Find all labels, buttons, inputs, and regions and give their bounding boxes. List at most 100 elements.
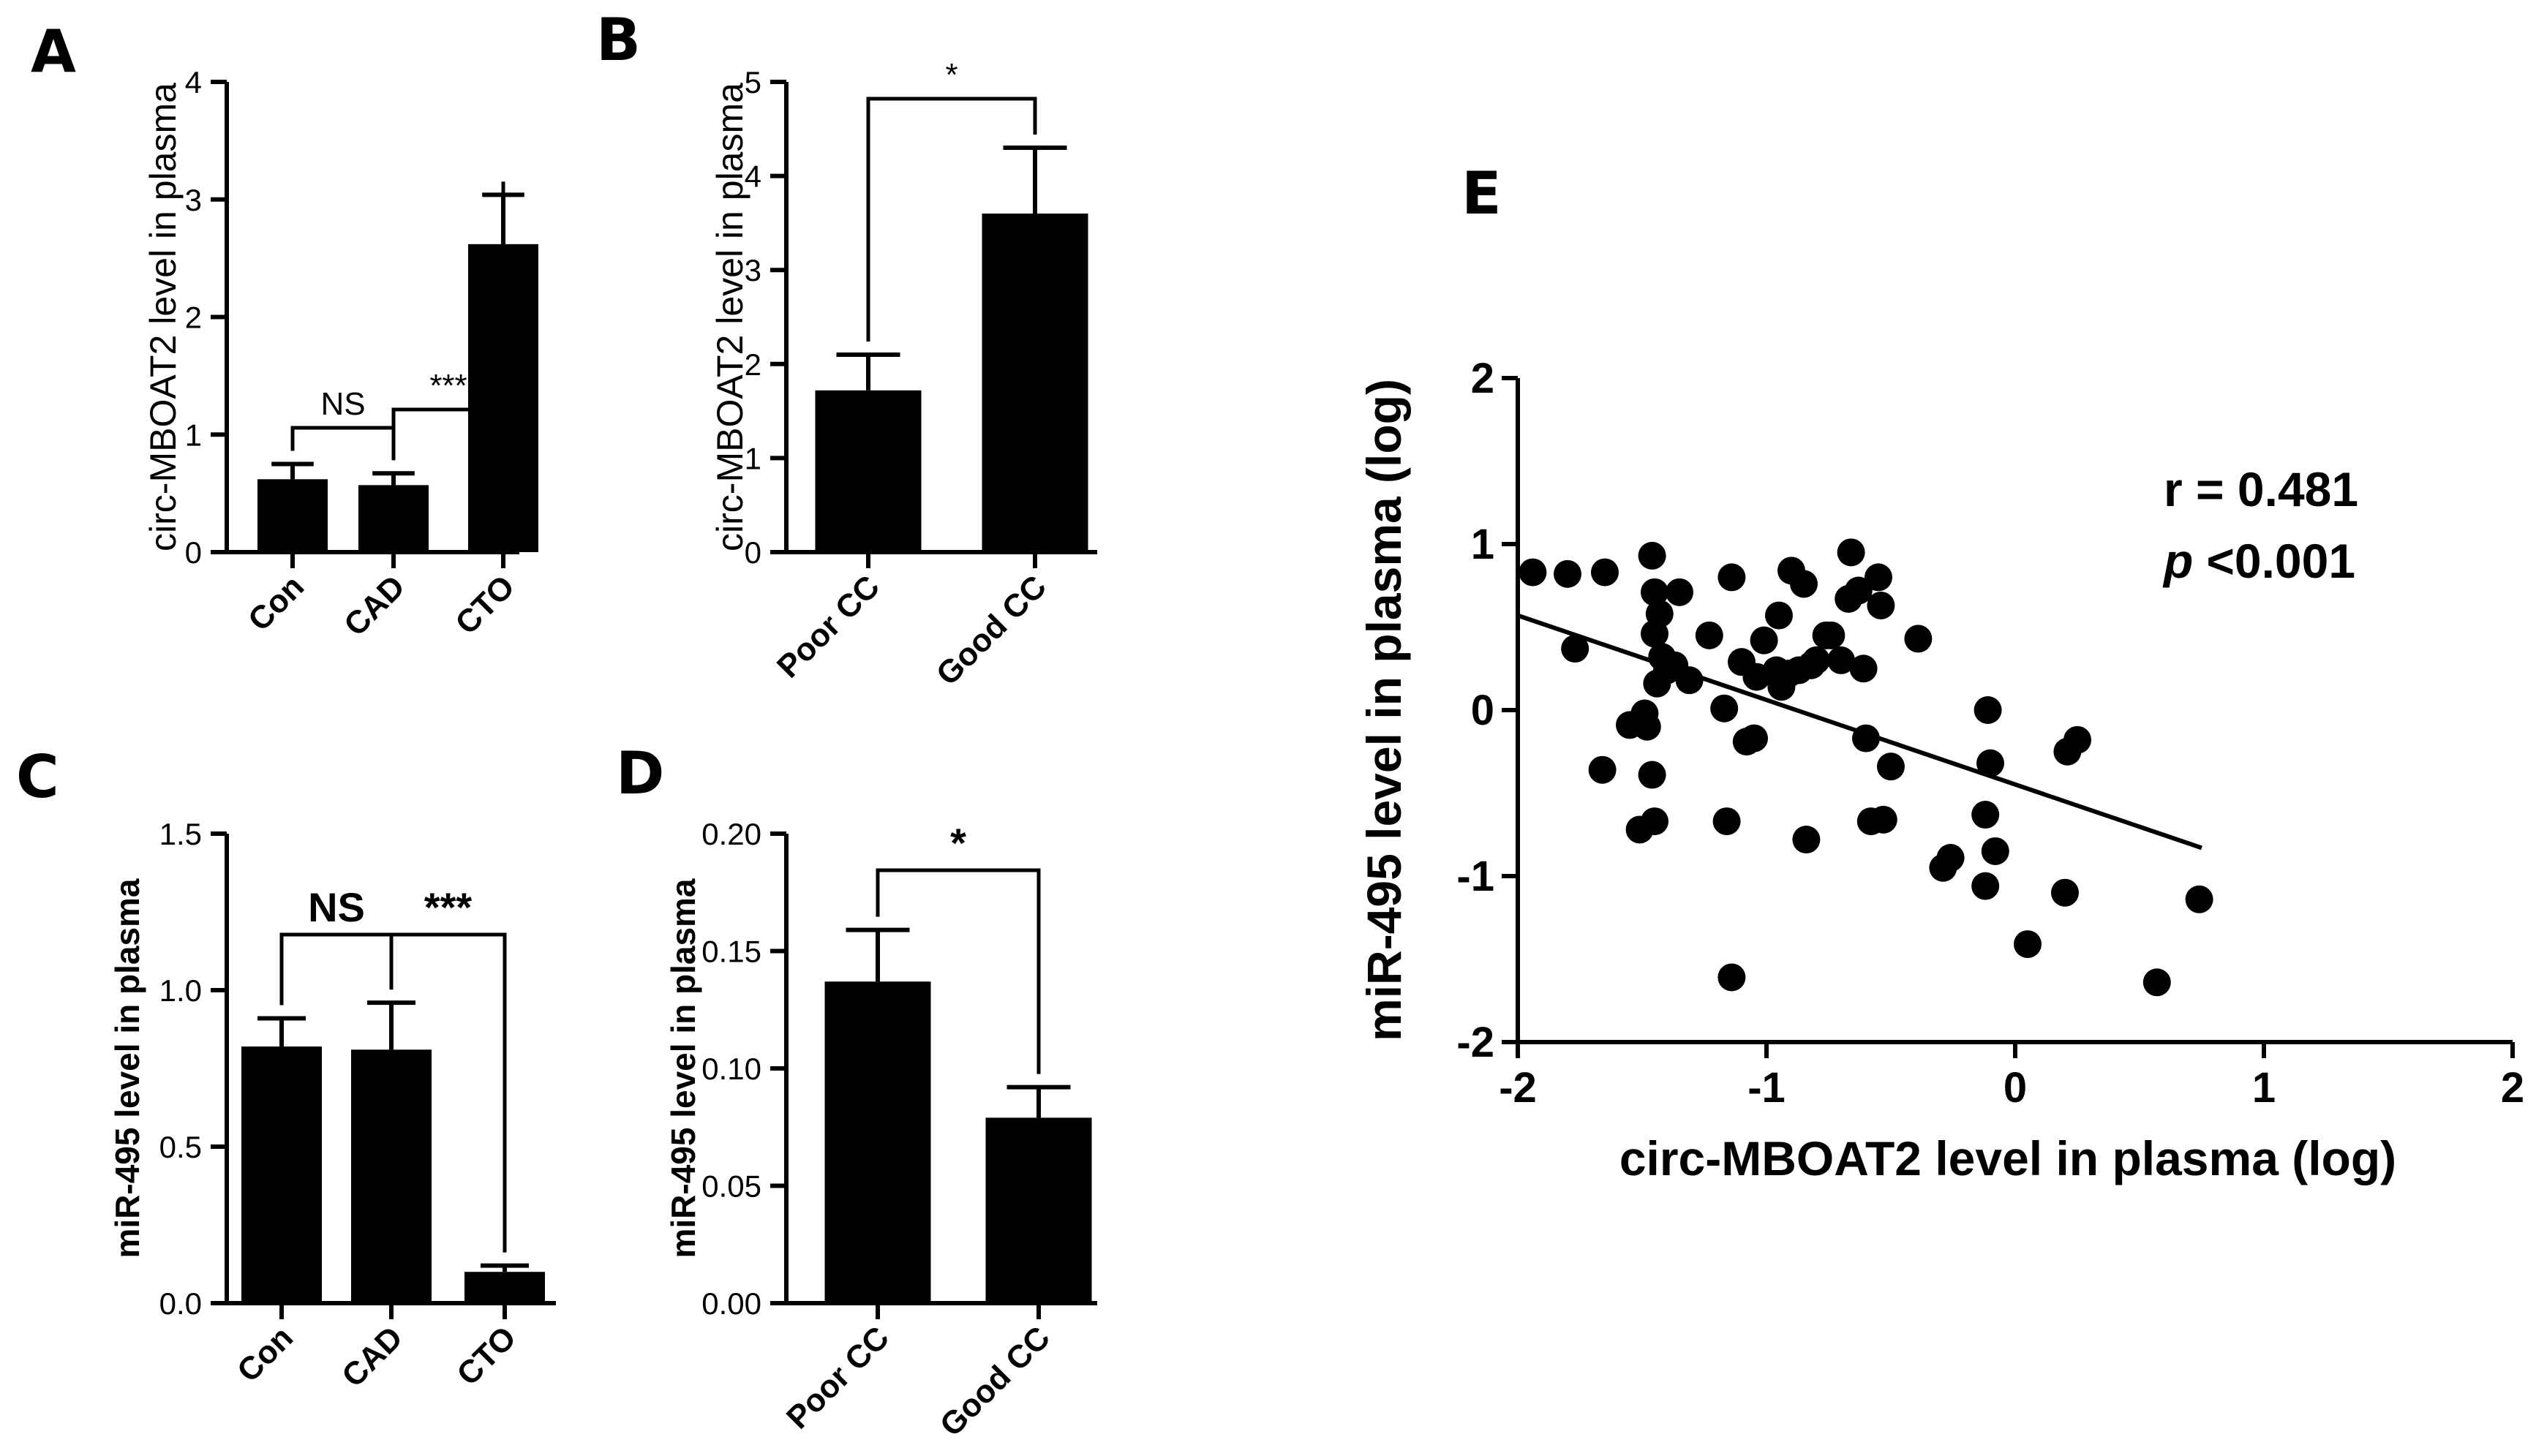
scatter-point xyxy=(1561,635,1589,663)
scatter-point xyxy=(1971,801,2000,829)
significance-label: *** xyxy=(429,368,467,404)
scatter-point xyxy=(1869,805,1897,834)
y-tick-label: 0.10 xyxy=(701,1052,761,1086)
bar-con xyxy=(257,479,328,552)
stat-p-value: p <0.001 xyxy=(2162,534,2355,588)
scatter-point xyxy=(1641,619,1668,648)
y-tick-label: 0 xyxy=(1471,687,1494,734)
panel-c-chart: 0.0 0.5 1.0 1.5 miR-495 level in plasma Con CA… xyxy=(108,817,556,1394)
scatter-point xyxy=(1827,646,1855,674)
scatter-point xyxy=(1790,570,1818,598)
y-tick-label: 3 xyxy=(185,183,202,217)
stat-r-value: r = 0.481 xyxy=(2164,462,2358,516)
y-tick-label: 2 xyxy=(1471,355,1494,402)
scatter-point xyxy=(1936,844,1965,872)
scatter-point xyxy=(1588,755,1617,784)
significance-label: * xyxy=(950,820,966,866)
x-category-label: Good CC xyxy=(933,1319,1057,1443)
panel-e-chart: -2 -1 0 1 2 -2 -1 0 1 2 circ-MBOAT2 level in plasm… xyxy=(1357,355,2524,1185)
x-category-label: Con xyxy=(241,568,311,638)
stat-p-number: <0.001 xyxy=(2206,534,2355,588)
scatter-point xyxy=(1867,591,1895,619)
scatter-point xyxy=(1852,724,1880,752)
scatter-point xyxy=(1633,712,1661,741)
x-category-label: CTO xyxy=(448,568,522,641)
bar-poor-cc xyxy=(815,390,922,552)
scatter-point xyxy=(1976,749,2004,777)
bar-cad xyxy=(358,485,429,552)
scatter-point xyxy=(1849,655,1878,683)
scatter-point xyxy=(1750,626,1778,655)
x-category-label: CAD xyxy=(335,1319,410,1394)
significance-bracket xyxy=(389,932,507,1253)
y-tick-label: 1.5 xyxy=(159,817,202,851)
x-tick-label: 1 xyxy=(2252,1064,2276,1112)
x-category-label: CAD xyxy=(337,568,412,643)
panel-letter-d: D xyxy=(616,739,664,807)
y-axis-title: circ-MBOAT2 level in plasma xyxy=(143,83,184,551)
scatter-point xyxy=(1717,963,1746,992)
significance-bracket xyxy=(391,181,505,461)
y-tick-label: 5 xyxy=(745,65,761,99)
y-axis-title: circ-MBOAT2 level in plasma xyxy=(710,83,750,551)
bar-good-cc xyxy=(985,1117,1092,1303)
significance-bracket xyxy=(290,426,396,461)
scatter-point xyxy=(1981,837,2009,865)
y-tick-label: 0.0 xyxy=(159,1286,202,1321)
x-tick-label: -2 xyxy=(1499,1064,1537,1112)
scatter-point xyxy=(1695,621,1723,649)
scatter-point xyxy=(1974,696,2002,724)
x-tick-label: 0 xyxy=(2003,1064,2027,1112)
y-tick-label: 3 xyxy=(745,253,761,287)
panel-d-chart: 0.00 0.05 0.10 0.15 0.20 miR-495 level in pla… xyxy=(664,817,1097,1444)
scatter-point xyxy=(1554,559,1581,588)
bar-cto xyxy=(464,1272,545,1303)
significance-label: NS xyxy=(320,386,365,422)
y-tick-label: 1 xyxy=(745,441,761,475)
scatter-point xyxy=(2185,885,2213,913)
significance-label: NS xyxy=(308,884,365,930)
panel-letter-a: A xyxy=(31,18,76,86)
y-tick-label: 0 xyxy=(185,535,202,570)
panel-letter-b: B xyxy=(596,6,641,74)
scatter-point xyxy=(2051,878,2079,907)
significance-bracket xyxy=(866,97,1037,342)
y-tick-label: -2 xyxy=(1456,1019,1494,1066)
stat-p-symbol: p xyxy=(2162,534,2193,588)
scatter-point xyxy=(1971,872,2000,900)
significance-label: *** xyxy=(424,884,473,930)
x-category-label: Poor CC xyxy=(780,1319,896,1436)
scatter-point xyxy=(1638,541,1666,570)
significance-label: * xyxy=(945,57,957,93)
scatter-point xyxy=(1802,646,1830,674)
scatter-point xyxy=(1638,761,1666,789)
scatter-point xyxy=(1710,694,1739,723)
scatter-point xyxy=(1792,826,1821,854)
scatter-point xyxy=(1844,576,1873,605)
x-category-label: Good CC xyxy=(930,568,1053,692)
x-axis-title: circ-MBOAT2 level in plasma (log) xyxy=(1619,1131,2396,1185)
x-tick-label: -1 xyxy=(1747,1064,1786,1112)
x-tick-label: 2 xyxy=(2501,1064,2524,1112)
y-tick-label: 4 xyxy=(185,65,202,99)
bar-con xyxy=(241,1046,322,1303)
scatter-point xyxy=(1641,578,1668,606)
y-tick-label: 0.15 xyxy=(701,935,761,969)
y-tick-label: 0.5 xyxy=(159,1130,202,1164)
y-tick-label: 2 xyxy=(745,347,761,382)
y-tick-label: 4 xyxy=(745,159,761,194)
y-tick-label: 0.20 xyxy=(701,817,761,851)
scatter-point xyxy=(1765,601,1793,630)
scatter-point xyxy=(1641,807,1668,836)
scatter-point xyxy=(1740,724,1768,752)
y-axis-title: miR-495 level in plasma (log) xyxy=(1357,379,1411,1041)
panel-letter-c: C xyxy=(16,743,59,811)
scatter-point xyxy=(1837,538,1865,567)
scatter-point xyxy=(1712,807,1741,836)
x-category-label: Poor CC xyxy=(770,568,887,684)
panel-letter-e: E xyxy=(1461,159,1502,227)
significance-bracket xyxy=(876,868,1041,1074)
scatter-point xyxy=(1817,621,1845,649)
